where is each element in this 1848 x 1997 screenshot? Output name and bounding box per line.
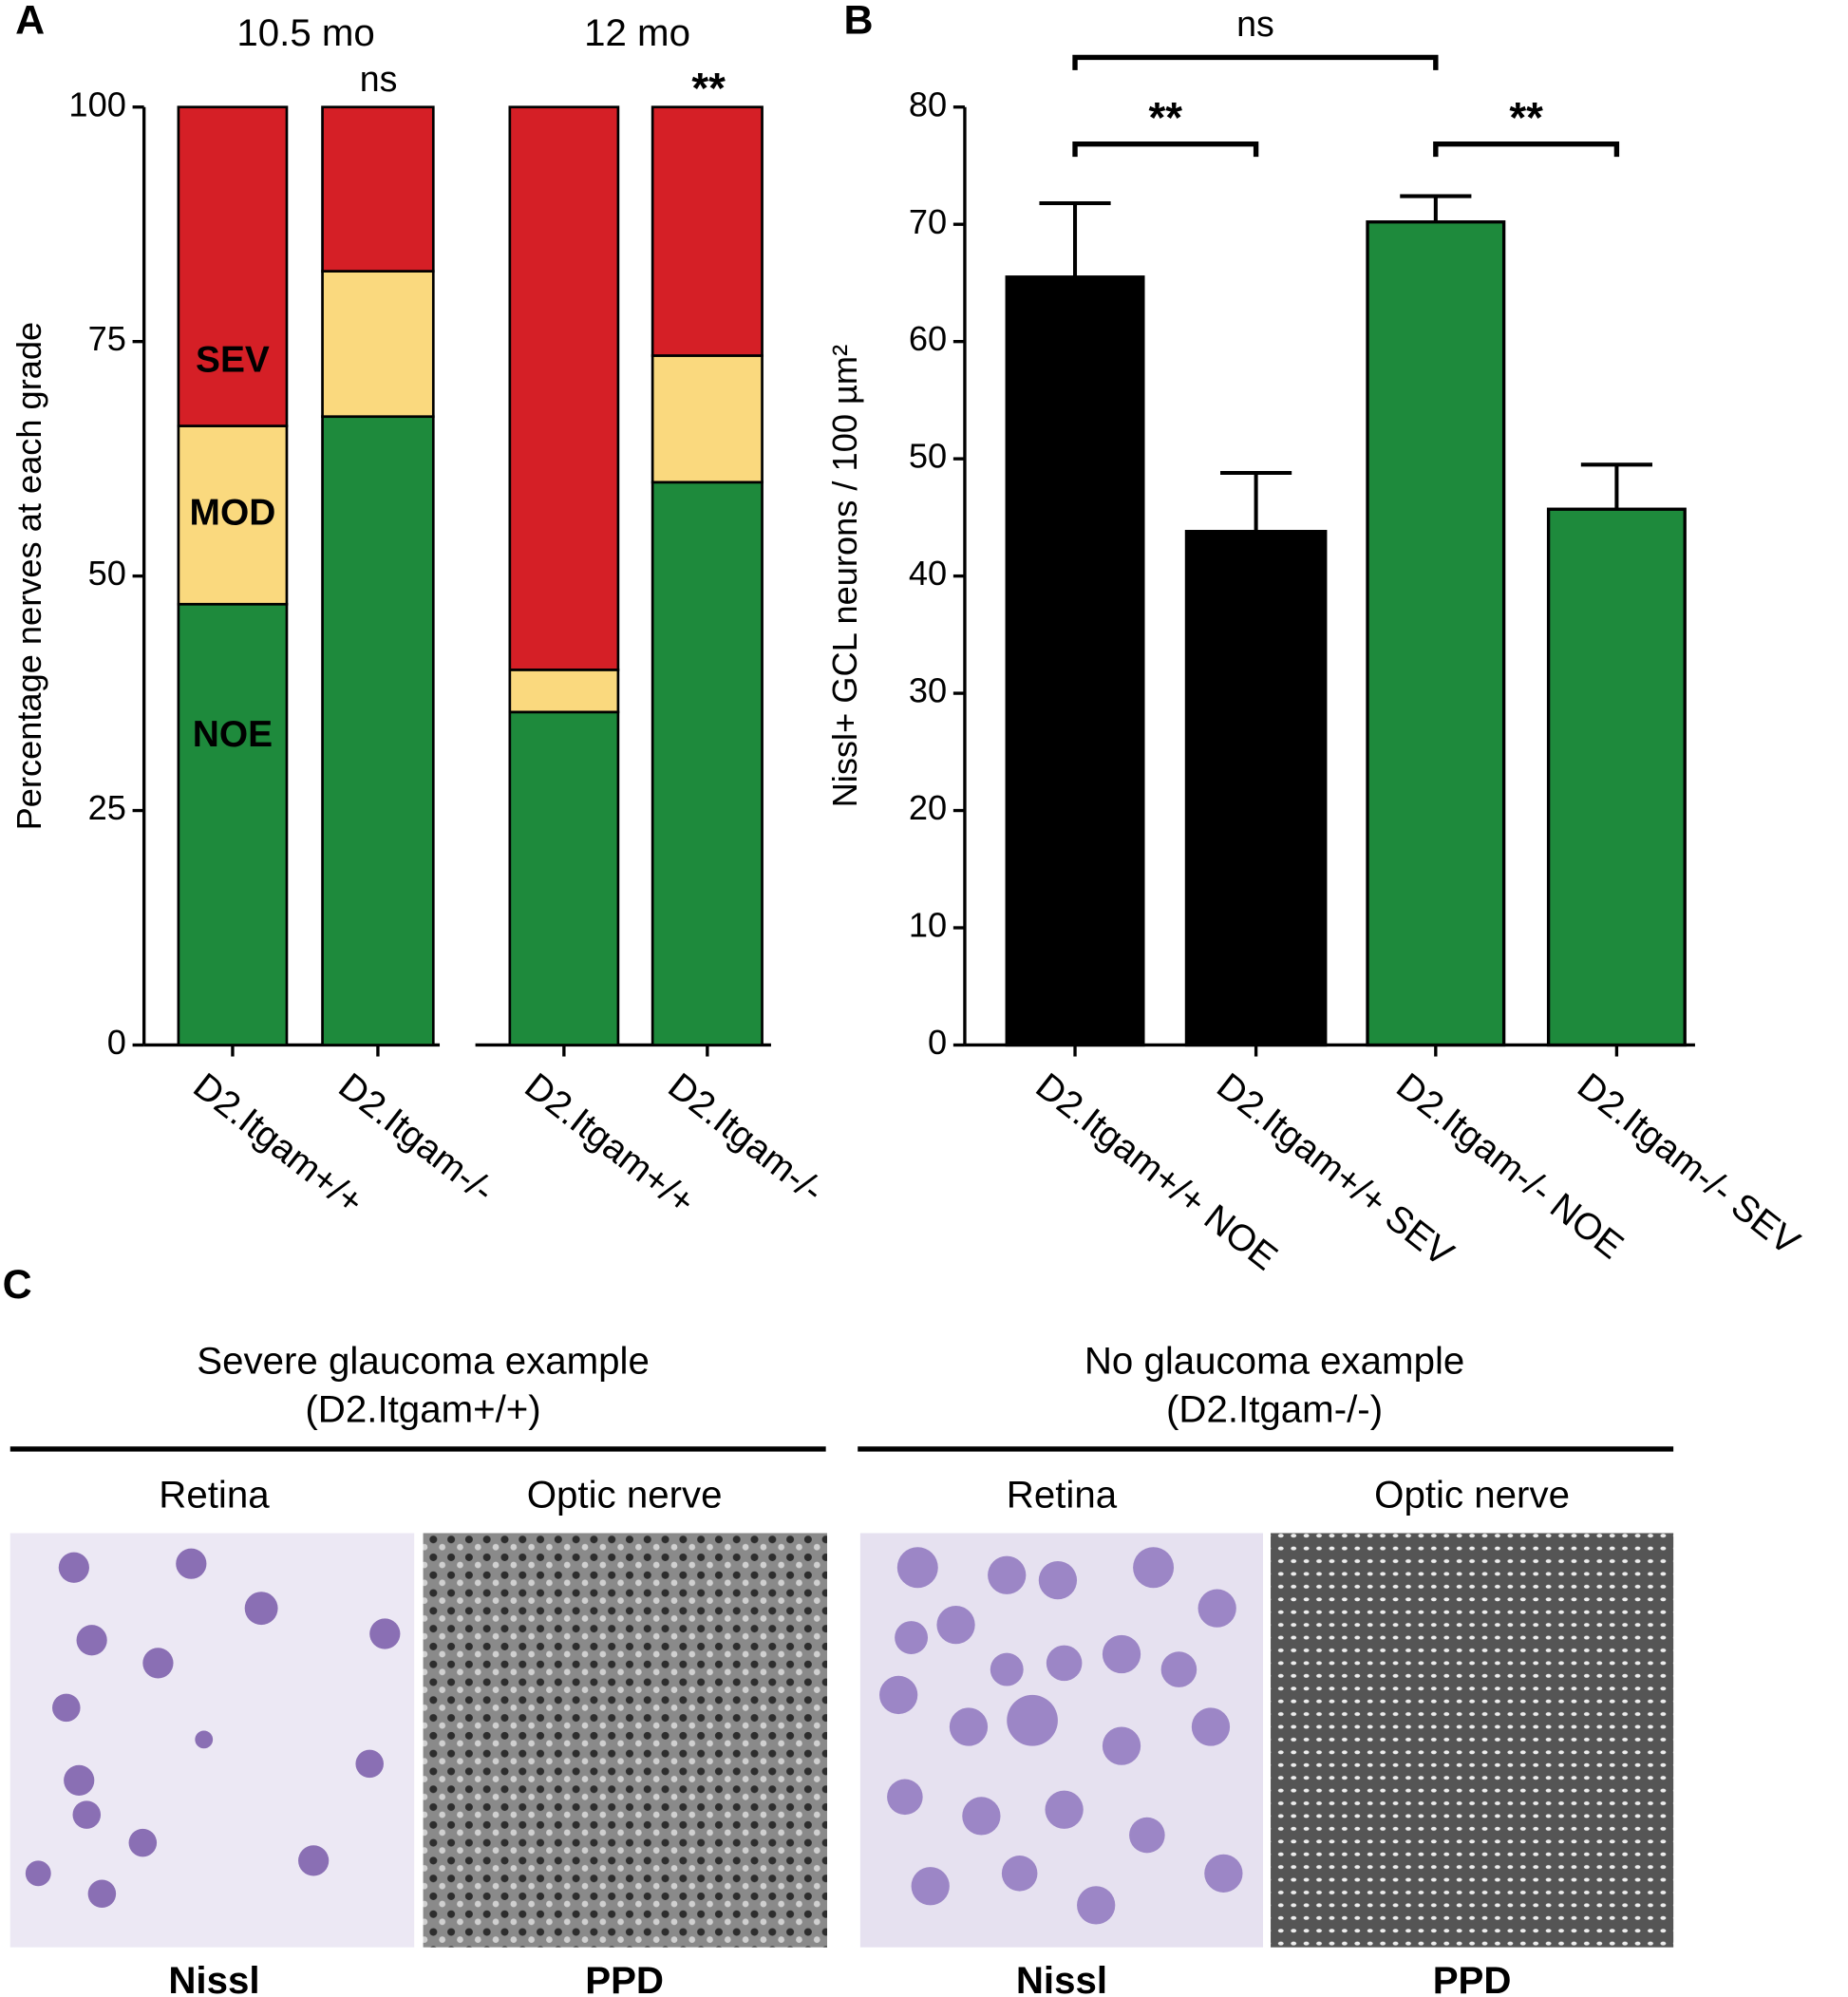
- column-header: Optic nerve: [1374, 1474, 1570, 1517]
- y-tick-label: 10: [909, 906, 947, 945]
- y-tick-label: 60: [909, 319, 947, 358]
- significance: **: [1509, 94, 1543, 142]
- panel-label: C: [3, 1262, 32, 1308]
- stain-label: Nissl: [168, 1959, 259, 1997]
- y-tick-label: 0: [928, 1023, 947, 1062]
- bar: [1005, 275, 1145, 1047]
- significance: **: [1149, 94, 1183, 142]
- bar-segment: [508, 669, 620, 714]
- y-tick-label: 70: [909, 202, 947, 241]
- bar-segment: [321, 270, 435, 419]
- y-tick-label: 30: [909, 671, 947, 710]
- group-label: 10.5 mo: [236, 11, 374, 54]
- legend-label: MOD: [190, 493, 276, 534]
- optic-nerve-image: [1271, 1533, 1674, 1948]
- y-tick-label: 80: [909, 85, 947, 123]
- bar-segment: [651, 354, 764, 484]
- significance: **: [691, 65, 726, 113]
- significance: ns: [1236, 4, 1274, 44]
- example-title: No glaucoma example: [1084, 1340, 1464, 1383]
- y-tick-label: 0: [107, 1023, 126, 1062]
- significance-bracket: [1433, 141, 1620, 158]
- group-label: 12 mo: [584, 11, 690, 54]
- legend-label: SEV: [196, 340, 270, 381]
- legend-label: NOE: [193, 714, 273, 755]
- y-tick-label: 50: [909, 437, 947, 476]
- significance: ns: [360, 59, 398, 99]
- y-tick-label: 20: [909, 788, 947, 827]
- bar-segment: [508, 710, 620, 1046]
- bar: [1546, 507, 1687, 1047]
- bar: [1184, 530, 1328, 1047]
- column-header: Retina: [1007, 1474, 1118, 1517]
- stain-label: PPD: [585, 1959, 664, 1997]
- panel-label: A: [15, 0, 45, 44]
- column-header: Optic nerve: [527, 1474, 723, 1517]
- bar-segment: [177, 602, 289, 1046]
- bar-segment: [321, 415, 435, 1046]
- bar: [1366, 220, 1506, 1047]
- y-axis-label: Nissl+ GCL neurons / 100 µm²: [825, 345, 864, 808]
- column-header: Retina: [159, 1474, 270, 1517]
- y-tick-label: 25: [88, 788, 126, 827]
- bar-segment: [177, 424, 289, 606]
- y-tick-label: 40: [909, 554, 947, 593]
- example-subtitle: (D2.Itgam+/+): [305, 1388, 540, 1431]
- y-axis-label: Percentage nerves at each grade: [9, 322, 48, 831]
- example-subtitle: (D2.Itgam-/-): [1166, 1388, 1383, 1431]
- significance-bracket: [1072, 54, 1439, 70]
- y-tick-label: 50: [88, 554, 126, 593]
- bar-segment: [651, 105, 764, 357]
- bar-segment: [321, 105, 435, 273]
- optic-nerve-image: [423, 1533, 828, 1948]
- y-tick-label: 100: [68, 85, 125, 123]
- stain-label: PPD: [1433, 1959, 1512, 1997]
- bar-segment: [651, 480, 764, 1046]
- retina-cells: [25, 1548, 401, 1909]
- retina-cells: [879, 1547, 1243, 1925]
- bar-segment: [508, 105, 620, 671]
- y-tick-label: 75: [88, 319, 126, 358]
- panel-label: B: [843, 0, 873, 44]
- significance-bracket: [1072, 141, 1259, 158]
- example-title: Severe glaucoma example: [197, 1340, 650, 1383]
- micrographs: [9, 1446, 1674, 1948]
- bar-segment: [177, 105, 289, 427]
- stain-label: Nissl: [1016, 1959, 1107, 1997]
